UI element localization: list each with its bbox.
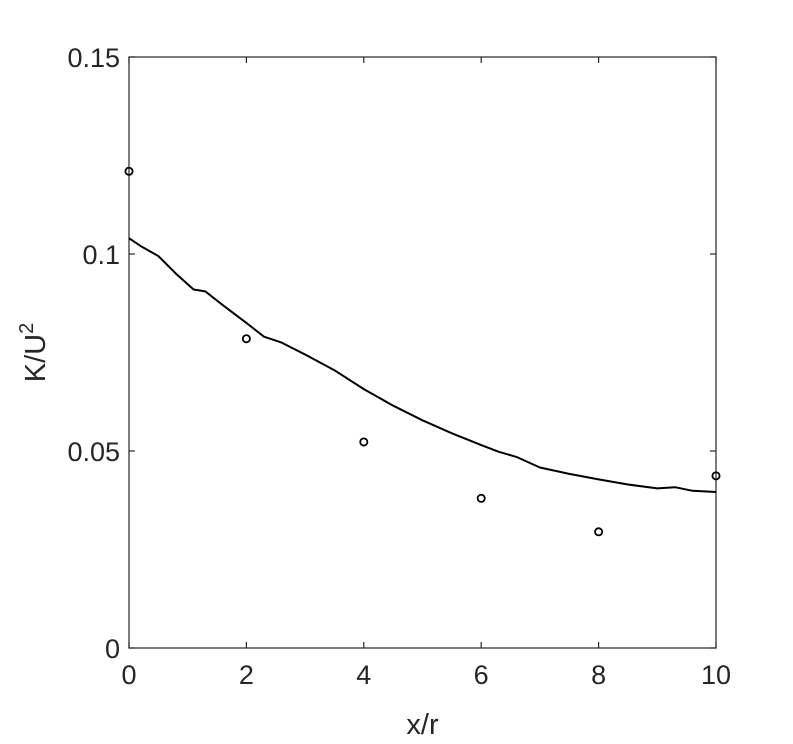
y-tick-labels: 0 0.05 0.1 0.15 bbox=[67, 43, 120, 664]
y-tick-label: 0.05 bbox=[67, 437, 120, 467]
x-tick-label: 10 bbox=[701, 660, 731, 690]
x-tick-label: 2 bbox=[239, 660, 254, 690]
x-tick-labels: 0 2 4 6 8 10 bbox=[121, 660, 731, 690]
x-tick-label: 8 bbox=[591, 660, 606, 690]
plot-area-frame bbox=[128, 56, 717, 649]
x-tick-label: 6 bbox=[474, 660, 489, 690]
y-tick-label: 0 bbox=[105, 634, 120, 664]
y-axis-label-base: K/U bbox=[20, 334, 52, 382]
y-axis-label: K/U2 bbox=[16, 323, 52, 382]
scatter-point bbox=[594, 527, 604, 537]
series-layer bbox=[124, 166, 721, 537]
scatter-point bbox=[241, 334, 251, 344]
axis-ticks bbox=[128, 56, 717, 649]
scatter-point bbox=[476, 493, 486, 503]
scatter-point bbox=[124, 166, 134, 176]
x-tick-label: 0 bbox=[121, 660, 136, 690]
x-axis-label: x/r bbox=[406, 709, 439, 741]
scatter-point bbox=[359, 437, 369, 447]
series-line bbox=[128, 237, 717, 493]
x-tick-label: 4 bbox=[356, 660, 371, 690]
y-tick-label: 0.1 bbox=[82, 240, 120, 270]
y-tick-label: 0.15 bbox=[67, 43, 120, 73]
y-axis-label-superscript: 2 bbox=[16, 323, 38, 334]
scatter-point bbox=[711, 471, 721, 481]
